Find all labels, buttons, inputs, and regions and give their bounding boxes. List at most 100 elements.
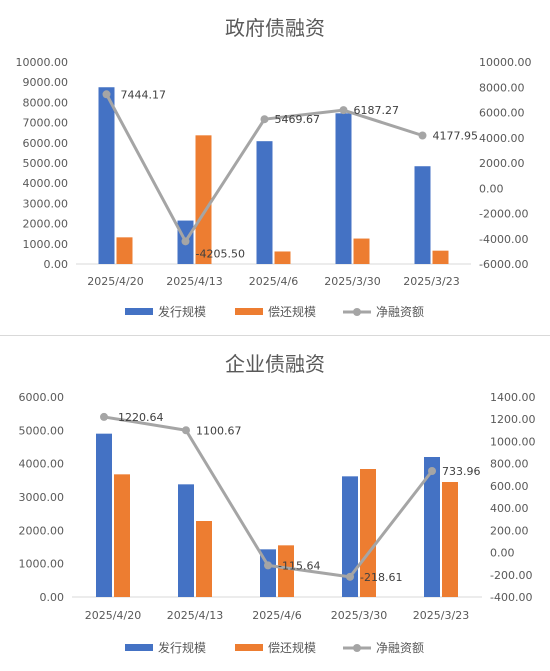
left-axis-tick-label: 3000.00 xyxy=(19,491,65,504)
legend-issue-label: 发行规模 xyxy=(158,640,206,655)
right-axis-tick-label: 8000.00 xyxy=(479,81,525,94)
left-axis-tick-label: 0.00 xyxy=(40,591,65,604)
net-financing-point xyxy=(182,426,190,435)
repay-bar xyxy=(353,238,370,264)
net-financing-point xyxy=(260,115,269,124)
left-axis-tick-label: 5000.00 xyxy=(23,157,69,170)
legend-issue-swatch xyxy=(125,644,153,651)
right-axis-tick-label: 2000.00 xyxy=(479,157,525,170)
category-tick-label: 2025/3/30 xyxy=(324,275,380,288)
right-axis-tick-label: -4000.00 xyxy=(479,233,528,246)
right-axis-tick-label: 600.00 xyxy=(490,480,529,493)
issue-bar xyxy=(335,113,352,264)
government-bond-chart-panel: 政府债融资 0.00 1000.00 2000.00 3000.00 4000.00 500… xyxy=(0,0,550,335)
left-axis-tick-label: 3000.00 xyxy=(23,197,69,210)
category-tick-label: 2025/3/23 xyxy=(403,275,459,288)
net-financing-point xyxy=(339,106,348,115)
right-axis-tick-label: -2000.00 xyxy=(479,208,528,221)
repay-bar xyxy=(196,521,212,597)
legend-repay-swatch xyxy=(235,644,263,651)
net-financing-point xyxy=(418,131,427,140)
left-axis-tick-label: 4000.00 xyxy=(23,177,69,190)
right-axis-tick-label: 400.00 xyxy=(490,502,529,515)
repay-bar xyxy=(195,135,212,264)
repay-bar xyxy=(114,474,130,597)
repay-bar xyxy=(278,545,294,597)
chart-title: 企业债融资 xyxy=(225,352,325,376)
left-axis-tick-label: 1000.00 xyxy=(23,238,69,251)
net-financing-data-label: 733.96 xyxy=(442,465,481,478)
right-axis-tick-label: -200.00 xyxy=(490,569,532,582)
right-axis-tick-label: 1400.00 xyxy=(490,391,536,404)
legend-repay-label: 偿还规模 xyxy=(268,640,316,655)
right-axis-tick-label: 6000.00 xyxy=(479,107,525,120)
right-axis-tick-label: 800.00 xyxy=(490,458,529,471)
category-tick-label: 2025/4/6 xyxy=(252,609,301,622)
repay-bar xyxy=(432,250,449,264)
category-tick-label: 2025/4/20 xyxy=(87,275,143,288)
left-axis-tick-label: 0.00 xyxy=(44,258,69,271)
left-axis-tick-label: 5000.00 xyxy=(19,424,65,437)
government-bond-chart: 政府债融资 0.00 1000.00 2000.00 3000.00 4000.00 500… xyxy=(16,16,532,319)
right-axis-tick-label: 1200.00 xyxy=(490,413,536,426)
left-axis-tick-label: 10000.00 xyxy=(16,56,69,69)
repay-bar xyxy=(274,251,291,264)
net-financing-point xyxy=(346,572,354,581)
net-financing-data-label: -218.61 xyxy=(360,571,402,584)
issue-bar xyxy=(424,457,440,597)
enterprise-bond-chart-panel: 企业债融资 0.00 1000.00 2000.00 3000.00 4000.00 500… xyxy=(0,335,550,671)
legend-net-label: 净融资额 xyxy=(376,305,424,319)
legend-net-marker xyxy=(353,308,361,316)
net-financing-data-label: 4177.95 xyxy=(433,130,479,143)
category-tick-label: 2025/4/6 xyxy=(249,275,298,288)
net-financing-point xyxy=(102,90,111,99)
right-axis-tick-label: -400.00 xyxy=(490,591,532,604)
legend-repay-label: 偿还规模 xyxy=(268,304,316,319)
enterprise-bond-chart: 企业债融资 0.00 1000.00 2000.00 3000.00 4000.00 500… xyxy=(19,352,536,655)
left-axis-tick-label: 2000.00 xyxy=(19,524,65,537)
net-financing-data-label: 7444.17 xyxy=(121,88,167,101)
category-tick-label: 2025/3/30 xyxy=(331,609,387,622)
left-axis-tick-label: 6000.00 xyxy=(23,137,69,150)
net-financing-point xyxy=(100,412,108,421)
net-financing-data-label: 1220.64 xyxy=(118,411,164,424)
legend-net-label: 净融资额 xyxy=(376,641,424,655)
right-axis-tick-label: 0.00 xyxy=(479,182,504,195)
issue-bar xyxy=(96,433,112,597)
legend-issue-swatch xyxy=(125,308,153,315)
left-axis-tick-label: 2000.00 xyxy=(23,218,69,231)
repay-bar xyxy=(116,237,133,264)
net-financing-data-label: 5469.67 xyxy=(275,113,321,126)
left-axis-tick-label: 8000.00 xyxy=(23,96,69,109)
left-axis-tick-label: 9000.00 xyxy=(23,76,69,89)
issue-bar xyxy=(342,476,358,597)
right-axis-tick-label: 4000.00 xyxy=(479,132,525,145)
legend-repay-swatch xyxy=(235,308,263,315)
chart-title: 政府债融资 xyxy=(225,16,325,40)
net-financing-data-label: 6187.27 xyxy=(354,104,400,117)
left-axis-tick-label: 1000.00 xyxy=(19,558,65,571)
category-tick-label: 2025/3/23 xyxy=(413,609,469,622)
issue-bar xyxy=(178,484,194,597)
right-axis-tick-label: 1000.00 xyxy=(490,435,536,448)
right-axis-tick-label: -6000.00 xyxy=(479,258,528,271)
repay-bar xyxy=(442,482,458,597)
right-axis-tick-label: 0.00 xyxy=(490,547,515,560)
category-tick-label: 2025/4/13 xyxy=(166,275,222,288)
legend-net-marker xyxy=(353,644,361,652)
category-tick-label: 2025/4/13 xyxy=(167,609,223,622)
issue-bar xyxy=(98,87,115,264)
right-axis-tick-label: 200.00 xyxy=(490,524,529,537)
net-financing-data-label: 1100.67 xyxy=(196,424,242,437)
issue-bar xyxy=(256,141,273,264)
left-axis-tick-label: 4000.00 xyxy=(19,458,65,471)
issue-bar xyxy=(414,166,431,264)
net-financing-point xyxy=(181,237,190,246)
net-financing-point xyxy=(428,467,436,476)
left-axis-tick-label: 6000.00 xyxy=(19,391,65,404)
net-financing-data-label: -115.64 xyxy=(278,559,320,572)
category-tick-label: 2025/4/20 xyxy=(85,609,141,622)
net-financing-point xyxy=(264,561,272,570)
net-financing-data-label: -4205.50 xyxy=(196,247,245,260)
right-axis-tick-label: 10000.00 xyxy=(479,56,532,69)
